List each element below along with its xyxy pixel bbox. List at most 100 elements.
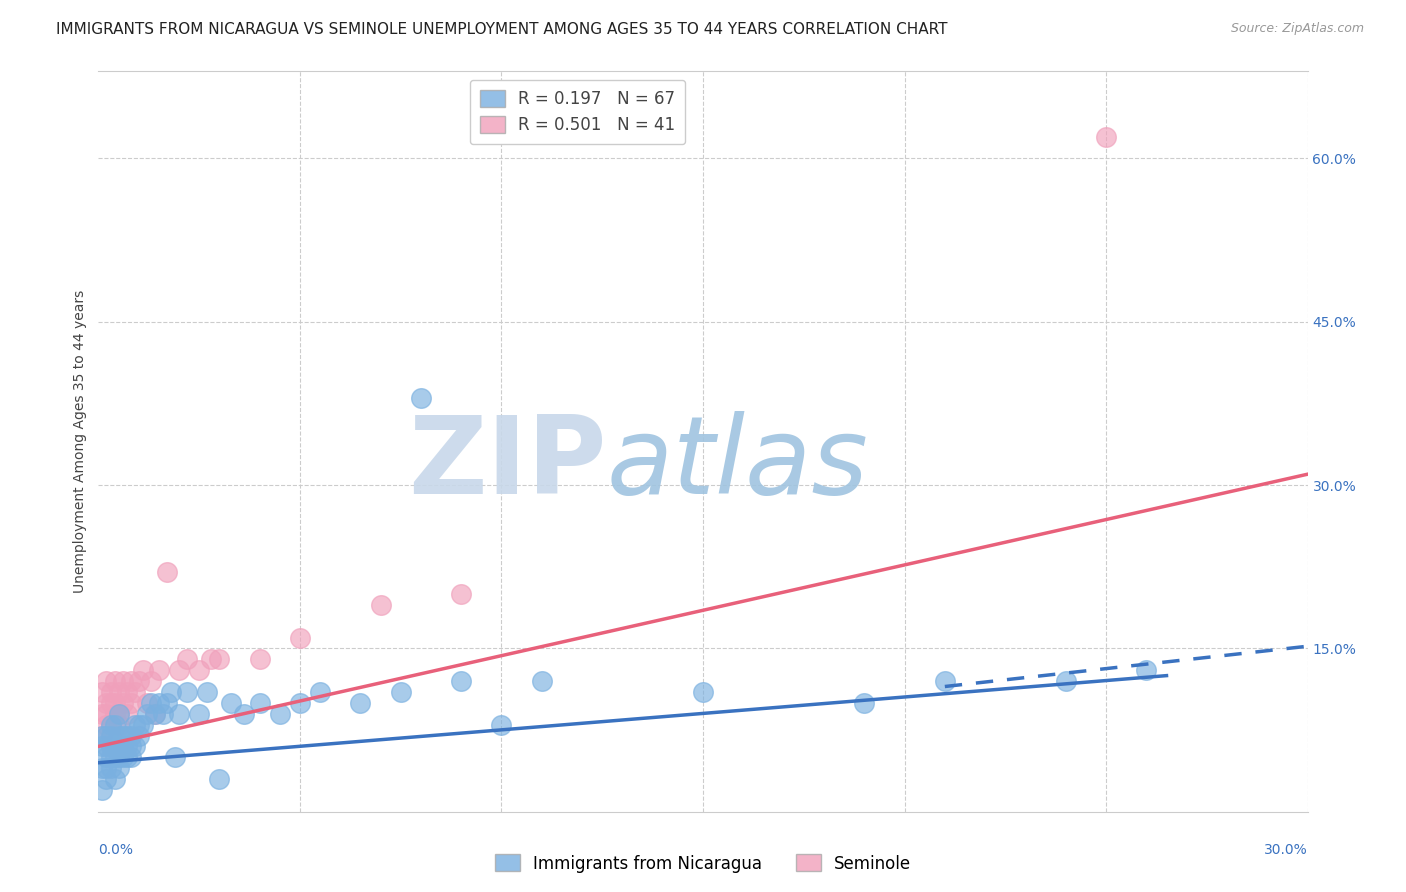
Point	[139, 696, 162, 710]
Point	[1135, 663, 1157, 677]
Text: 0.0%: 0.0%	[98, 843, 134, 857]
Point	[107, 750, 129, 764]
Point	[221, 696, 243, 710]
Point	[269, 706, 291, 721]
Point	[96, 761, 118, 775]
Point	[288, 696, 311, 710]
Point	[91, 729, 114, 743]
Point	[111, 674, 134, 689]
Point	[389, 685, 412, 699]
Point	[96, 729, 118, 743]
Point	[370, 598, 392, 612]
Point	[111, 750, 134, 764]
Point	[143, 706, 166, 721]
Point	[120, 674, 142, 689]
Point	[450, 674, 472, 689]
Point	[103, 696, 125, 710]
Point	[195, 685, 218, 699]
Point	[853, 696, 876, 710]
Legend: Immigrants from Nicaragua, Seminole: Immigrants from Nicaragua, Seminole	[488, 847, 918, 880]
Point	[107, 706, 129, 721]
Point	[132, 663, 155, 677]
Point	[103, 706, 125, 721]
Point	[103, 772, 125, 786]
Point	[208, 772, 231, 786]
Point	[249, 696, 271, 710]
Point	[349, 696, 371, 710]
Point	[152, 706, 174, 721]
Point	[167, 663, 190, 677]
Point	[111, 696, 134, 710]
Point	[91, 706, 114, 721]
Point	[115, 706, 138, 721]
Legend: R = 0.197   N = 67, R = 0.501   N = 41: R = 0.197 N = 67, R = 0.501 N = 41	[470, 79, 685, 145]
Point	[124, 717, 146, 731]
Point	[160, 685, 183, 699]
Text: IMMIGRANTS FROM NICARAGUA VS SEMINOLE UNEMPLOYMENT AMONG AGES 35 TO 44 YEARS COR: IMMIGRANTS FROM NICARAGUA VS SEMINOLE UN…	[56, 22, 948, 37]
Point	[107, 761, 129, 775]
Point	[530, 674, 553, 689]
Point	[100, 739, 122, 754]
Point	[692, 685, 714, 699]
Point	[124, 685, 146, 699]
Point	[111, 729, 134, 743]
Point	[103, 750, 125, 764]
Point	[156, 565, 179, 579]
Point	[232, 706, 254, 721]
Point	[156, 696, 179, 710]
Point	[111, 739, 134, 754]
Point	[96, 739, 118, 754]
Point	[450, 587, 472, 601]
Point	[115, 685, 138, 699]
Point	[107, 729, 129, 743]
Point	[91, 739, 114, 754]
Point	[100, 696, 122, 710]
Point	[163, 750, 186, 764]
Point	[1054, 674, 1077, 689]
Point	[135, 706, 157, 721]
Point	[103, 674, 125, 689]
Point	[143, 706, 166, 721]
Point	[120, 729, 142, 743]
Point	[135, 696, 157, 710]
Point	[96, 706, 118, 721]
Point	[100, 729, 122, 743]
Point	[188, 663, 211, 677]
Point	[115, 750, 138, 764]
Point	[107, 717, 129, 731]
Text: Source: ZipAtlas.com: Source: ZipAtlas.com	[1230, 22, 1364, 36]
Point	[100, 717, 122, 731]
Point	[128, 674, 150, 689]
Point	[107, 739, 129, 754]
Point	[139, 674, 162, 689]
Point	[96, 717, 118, 731]
Point	[100, 729, 122, 743]
Point	[96, 750, 118, 764]
Point	[128, 729, 150, 743]
Text: 30.0%: 30.0%	[1264, 843, 1308, 857]
Point	[1095, 129, 1118, 144]
Point	[167, 706, 190, 721]
Point	[103, 717, 125, 731]
Point	[91, 761, 114, 775]
Point	[96, 674, 118, 689]
Point	[107, 685, 129, 699]
Text: ZIP: ZIP	[408, 410, 606, 516]
Point	[91, 729, 114, 743]
Point	[96, 696, 118, 710]
Point	[176, 652, 198, 666]
Point	[100, 717, 122, 731]
Point	[148, 696, 170, 710]
Point	[100, 750, 122, 764]
Point	[132, 717, 155, 731]
Y-axis label: Unemployment Among Ages 35 to 44 years: Unemployment Among Ages 35 to 44 years	[73, 290, 87, 593]
Point	[128, 717, 150, 731]
Point	[91, 685, 114, 699]
Point	[208, 652, 231, 666]
Point	[115, 739, 138, 754]
Point	[491, 717, 513, 731]
Point	[176, 685, 198, 699]
Point	[934, 674, 956, 689]
Point	[107, 706, 129, 721]
Text: atlas: atlas	[606, 411, 868, 516]
